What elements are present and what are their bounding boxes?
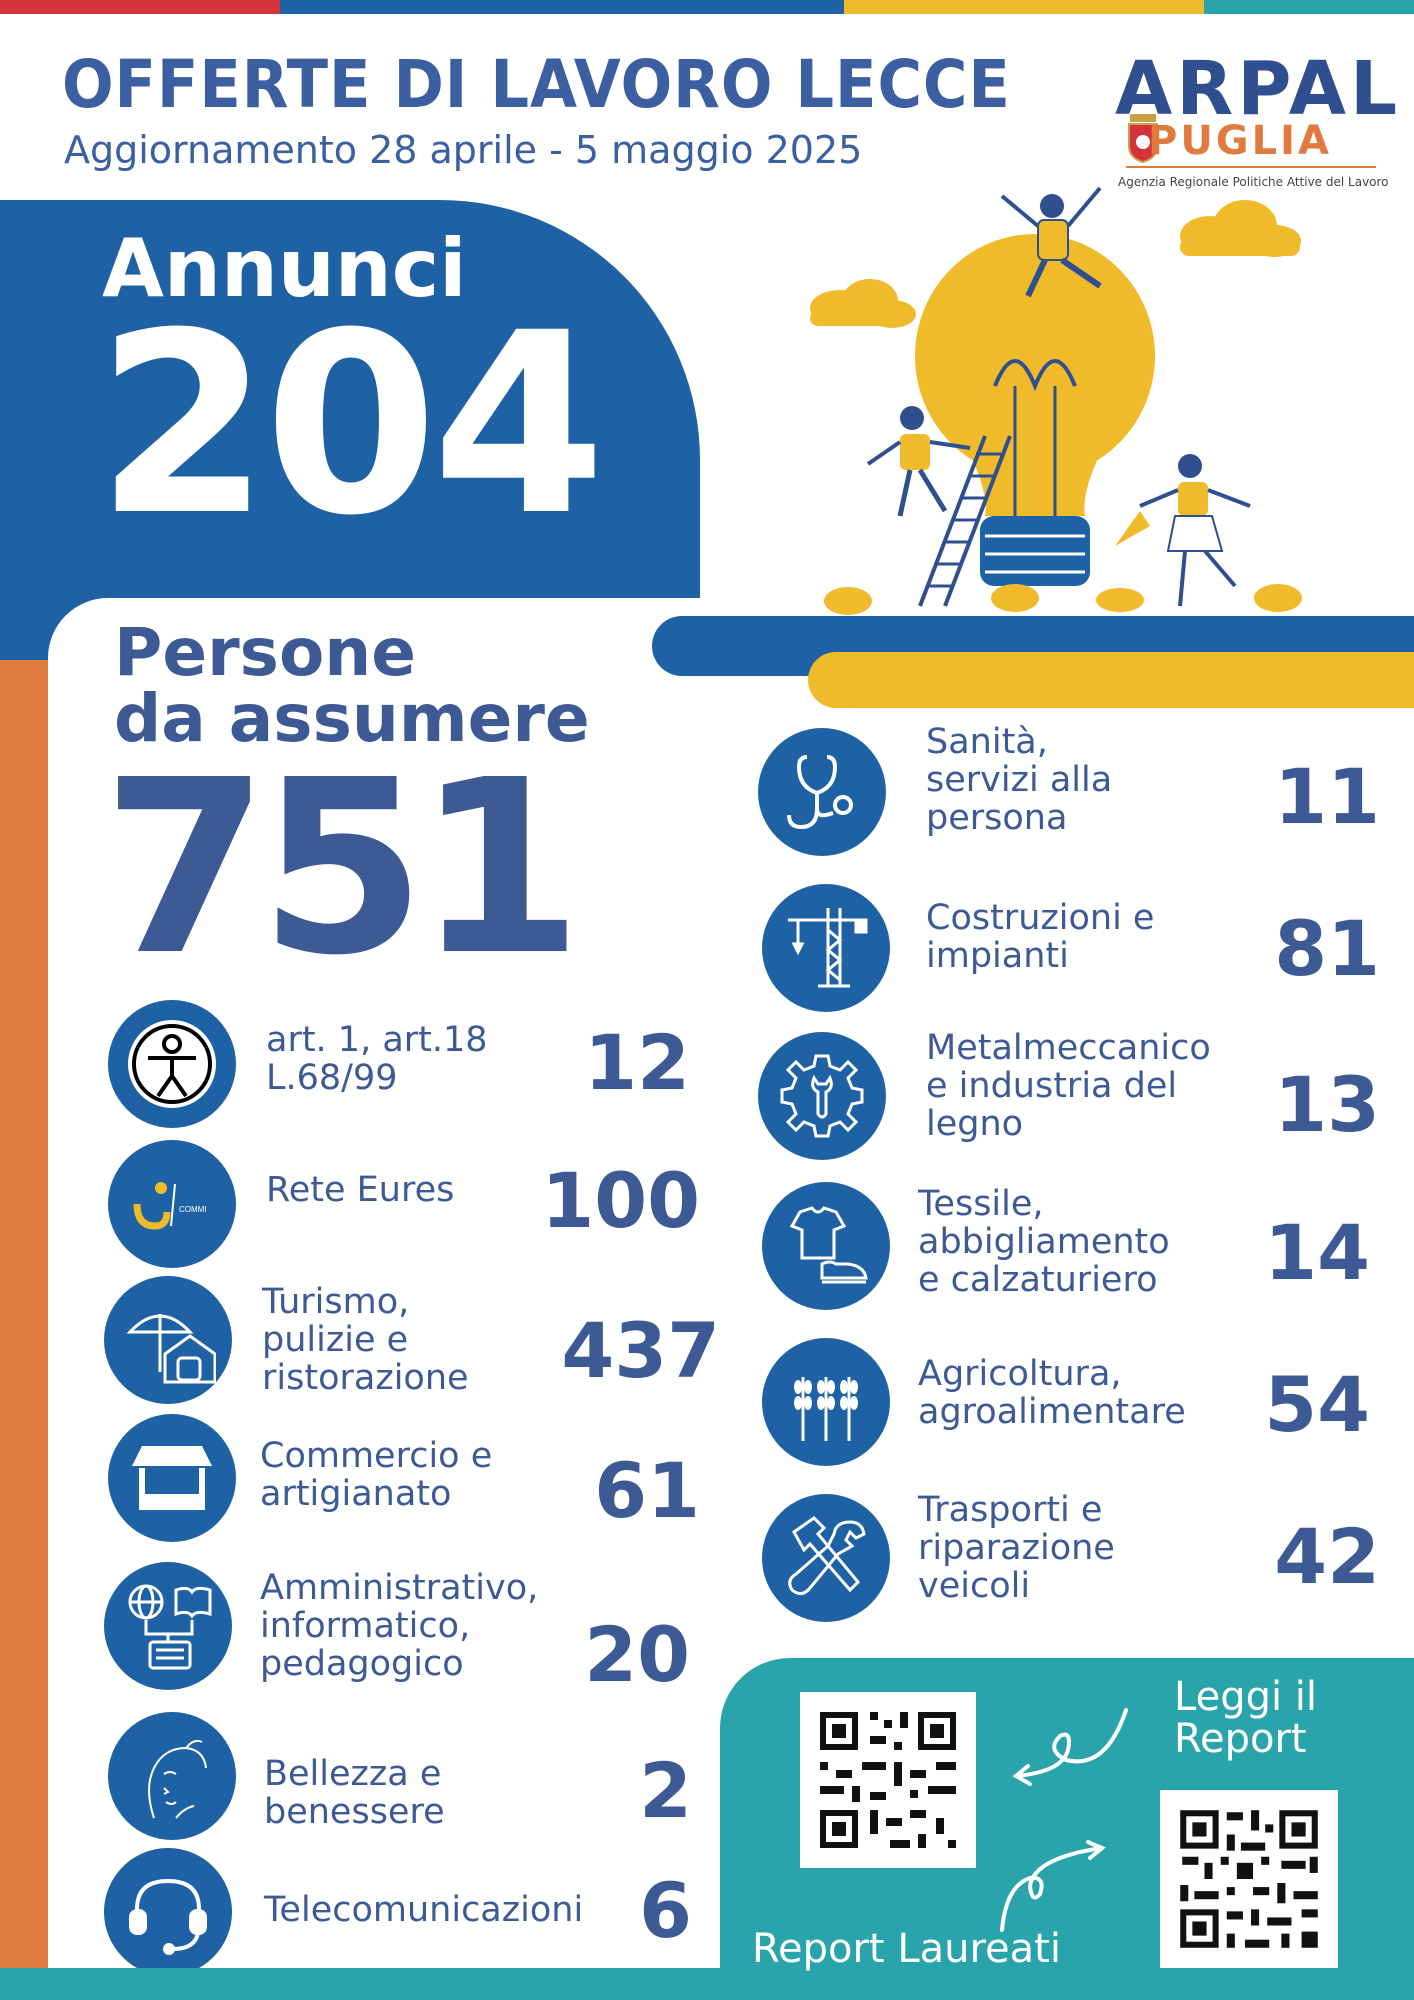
qr-code-report[interactable]: [800, 1692, 976, 1868]
accessibility-person-icon: [108, 1000, 236, 1128]
category-value-agriculture: 54: [1264, 1360, 1370, 1449]
top-strip-teal: [1204, 0, 1414, 14]
hammer-wrench-icon: [762, 1494, 890, 1622]
arrow-to-graduates-qr-icon: [994, 1836, 1114, 1936]
shirt-shoe-icon: [762, 1182, 890, 1310]
woman-face-icon: [108, 1712, 236, 1840]
logo-puglia: PUGLIA: [1148, 118, 1332, 164]
graduates-report-label: Report Laureati: [752, 1926, 1061, 1972]
category-value-eures: 100: [541, 1156, 700, 1245]
category-value-administrative: 20: [584, 1610, 690, 1699]
svg-text:COMMI: COMMI: [179, 1205, 207, 1214]
top-strip-yellow: [844, 0, 1204, 14]
category-value-health: 11: [1274, 752, 1380, 841]
lightbulb-illustration: [780, 186, 1320, 616]
category-label-transport: Trasporti e riparazione veicoli: [918, 1490, 1115, 1606]
stethoscope-icon: [758, 728, 886, 856]
globe-book-network-icon: [104, 1562, 232, 1690]
category-value-beauty: 2: [639, 1746, 692, 1835]
persone-value: 751: [102, 728, 583, 1008]
qr-code-graduates-report[interactable]: [1160, 1790, 1338, 1968]
wheat-icon: [762, 1338, 890, 1466]
category-label-telecom: Telecomunicazioni: [264, 1890, 584, 1930]
top-strip-blue: [280, 0, 844, 14]
bottom-teal-band: [0, 1968, 720, 2000]
category-label-administrative: Amministrativo, informatico, pedagogico: [260, 1568, 539, 1684]
category-value-textile: 14: [1264, 1208, 1370, 1297]
annunci-value: 204: [96, 279, 606, 570]
top-strip-red: [0, 0, 280, 14]
read-report-label: Leggi il Report: [1174, 1674, 1318, 1762]
umbrella-house-icon: [104, 1276, 232, 1404]
category-label-eures: Rete Eures: [266, 1170, 455, 1210]
crane-icon: [762, 884, 890, 1012]
category-value-telecom: 6: [639, 1866, 692, 1955]
coat-of-arms-icon: [1126, 112, 1160, 164]
category-value-construction: 81: [1274, 904, 1380, 993]
category-label-textile: Tessile, abbigliamento e calzaturiero: [918, 1184, 1170, 1300]
headset-icon: [104, 1848, 232, 1976]
logo-tagline: Agenzia Regionale Politiche Attive del L…: [1118, 175, 1389, 189]
persone-label-line1: Persone: [114, 614, 417, 691]
category-value-commerce: 61: [594, 1446, 700, 1535]
category-value-metalworking: 13: [1274, 1060, 1380, 1149]
category-label-commerce: Commercio e artigianato: [260, 1436, 493, 1514]
arrow-to-report-qr-icon: [1006, 1700, 1136, 1790]
gear-wrench-icon: [758, 1032, 886, 1160]
logo-arpal: ARPAL: [1115, 46, 1402, 132]
persone-label: Persone da assumere: [114, 620, 590, 752]
category-value-tourism: 437: [561, 1306, 720, 1395]
eures-logo-icon: COMMI: [108, 1140, 236, 1268]
category-label-tourism: Turismo, pulizie e ristorazione: [262, 1282, 469, 1398]
page-subtitle: Aggiornamento 28 aprile - 5 maggio 2025: [64, 128, 863, 172]
category-label-health: Sanità, servizi alla persona: [926, 722, 1113, 838]
category-label-construction: Costruzioni e impianti: [926, 898, 1155, 976]
persone-label-line2: da assumere: [114, 680, 590, 757]
annunci-panel: [0, 200, 700, 660]
category-label-metalworking: Metalmeccanico e industria del legno: [926, 1028, 1211, 1144]
category-label-beauty: Bellezza e benessere: [264, 1754, 445, 1832]
page-title: OFFERTE DI LAVORO LECCE: [62, 46, 1011, 123]
market-stall-icon: [108, 1414, 236, 1542]
category-label-agriculture: Agricoltura, agroalimentare: [918, 1354, 1186, 1432]
category-value-transport: 42: [1274, 1512, 1380, 1601]
category-label-disability: art. 1, art.18 L.68/99: [266, 1020, 488, 1098]
annunci-label: Annunci: [102, 222, 467, 315]
yellow-divider-pill: [808, 652, 1414, 708]
category-value-disability: 12: [584, 1018, 690, 1107]
logo-divider: [1126, 166, 1376, 168]
